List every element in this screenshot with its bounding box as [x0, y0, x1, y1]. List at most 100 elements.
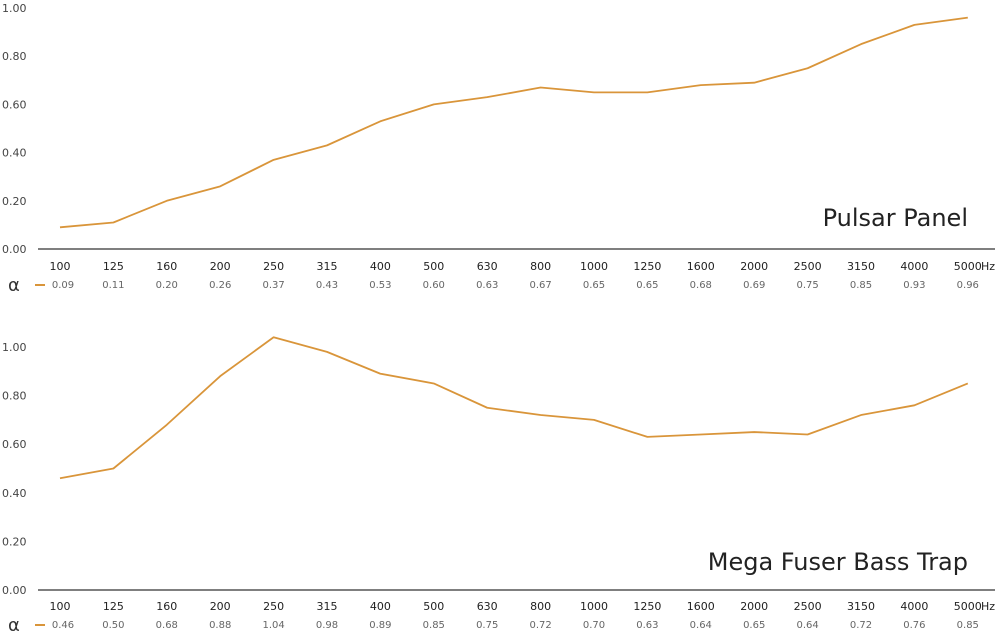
data-value-label: 0.67	[529, 280, 551, 291]
data-value-label: 0.65	[743, 620, 765, 631]
data-value-label: 0.85	[850, 280, 872, 291]
data-value-label: 0.64	[690, 620, 712, 631]
series-line	[59, 16, 968, 229]
data-value-label: 0.75	[476, 620, 498, 631]
x-tick-label: 4000	[900, 260, 928, 273]
x-tick-label: 1250	[633, 260, 661, 273]
alpha-row-label: α	[8, 615, 20, 635]
x-tick-label: 800	[530, 260, 551, 273]
x-tick-label: 315	[317, 600, 338, 613]
data-value-label: 0.63	[636, 620, 658, 631]
y-tick-label: 1.00	[2, 341, 27, 354]
data-point	[378, 372, 382, 376]
x-tick-label: 1600	[687, 600, 715, 613]
data-value-label: 0.70	[583, 620, 605, 631]
data-point	[272, 158, 276, 162]
data-value-label: 0.63	[476, 280, 498, 291]
data-value-label: 0.98	[316, 620, 338, 631]
data-value-label: 0.72	[529, 620, 551, 631]
x-tick-label: 500	[423, 600, 444, 613]
y-tick-label: 0.60	[2, 438, 27, 451]
y-tick-label: 1.00	[2, 2, 27, 15]
y-tick-label: 0.60	[2, 98, 27, 111]
data-point	[645, 90, 649, 94]
x-tick-label: 400	[370, 600, 391, 613]
x-tick-label: 630	[477, 260, 498, 273]
data-value-label: 0.68	[156, 620, 178, 631]
data-value-label: 0.76	[903, 620, 925, 631]
data-point	[272, 335, 276, 339]
x-tick-label: 125	[103, 600, 124, 613]
y-tick-label: 0.20	[2, 195, 27, 208]
x-tick-label: 2000	[740, 260, 768, 273]
data-point	[325, 350, 329, 354]
x-tick-label: 1000	[580, 260, 608, 273]
chart-title: Mega Fuser Bass Trap	[708, 548, 968, 576]
data-point	[485, 95, 489, 99]
data-value-label: 1.04	[262, 620, 284, 631]
data-point	[806, 432, 810, 436]
data-point	[699, 83, 703, 87]
x-tick-label: 400	[370, 260, 391, 273]
data-point	[645, 435, 649, 439]
data-point	[806, 66, 810, 70]
x-tick-label: 250	[263, 260, 284, 273]
data-point	[378, 119, 382, 123]
data-value-label: 0.09	[52, 280, 74, 291]
data-value-label: 0.64	[796, 620, 818, 631]
data-point	[699, 432, 703, 436]
data-point	[966, 381, 970, 385]
data-point	[58, 476, 62, 480]
data-value-label: 0.72	[850, 620, 872, 631]
x-tick-label: 250	[263, 600, 284, 613]
data-point	[592, 418, 596, 422]
data-value-label: 0.26	[209, 280, 231, 291]
data-value-label: 0.85	[957, 620, 979, 631]
chart-2: 0.00 0.20 0.40 0.60 0.80 1.00 100 125 160 200 250 3…	[2, 335, 995, 635]
x-axis-unit-label: Hz	[981, 600, 995, 613]
x-tick-label: 100	[50, 600, 71, 613]
data-value-label: 0.93	[903, 280, 925, 291]
chart-title: Pulsar Panel	[823, 204, 968, 232]
data-point	[111, 467, 115, 471]
data-point	[58, 225, 62, 229]
x-tick-label: 1250	[633, 600, 661, 613]
data-value-label: 0.65	[636, 280, 658, 291]
y-tick-label: 0.80	[2, 390, 27, 403]
data-value-label: 0.96	[957, 280, 979, 291]
y-tick-label: 0.80	[2, 50, 27, 63]
x-tick-label: 315	[317, 260, 338, 273]
data-point	[859, 413, 863, 417]
x-tick-label: 2000	[740, 600, 768, 613]
data-value-label: 0.37	[262, 280, 284, 291]
series-line	[59, 336, 969, 480]
x-tick-label: 2500	[794, 600, 822, 613]
data-point	[752, 81, 756, 85]
data-value-label: 0.68	[690, 280, 712, 291]
x-tick-label: 3150	[847, 260, 875, 273]
data-point	[859, 42, 863, 46]
x-tick-label: 3150	[847, 600, 875, 613]
data-point	[432, 102, 436, 106]
x-tick-label: 200	[210, 260, 231, 273]
data-point	[966, 16, 970, 20]
x-tick-label: 160	[156, 600, 177, 613]
x-tick-label: 800	[530, 600, 551, 613]
y-tick-label: 0.40	[2, 147, 27, 160]
data-point	[325, 143, 329, 147]
data-point	[912, 23, 916, 27]
x-tick-label: 1000	[580, 600, 608, 613]
y-tick-label: 0.40	[2, 487, 27, 500]
y-tick-label: 0.00	[2, 243, 27, 256]
data-point	[218, 184, 222, 188]
data-point	[111, 220, 115, 224]
x-tick-label: 1600	[687, 260, 715, 273]
chart-1: 0.00 0.20 0.40 0.60 0.80 1.00 100 125 160 200 250 3…	[2, 2, 995, 296]
x-tick-label: 4000	[900, 600, 928, 613]
data-value-label: 0.53	[369, 280, 391, 291]
x-axis-unit-label: Hz	[981, 260, 995, 273]
data-value-label: 0.43	[316, 280, 338, 291]
x-tick-label: 2500	[794, 260, 822, 273]
data-point	[752, 430, 756, 434]
